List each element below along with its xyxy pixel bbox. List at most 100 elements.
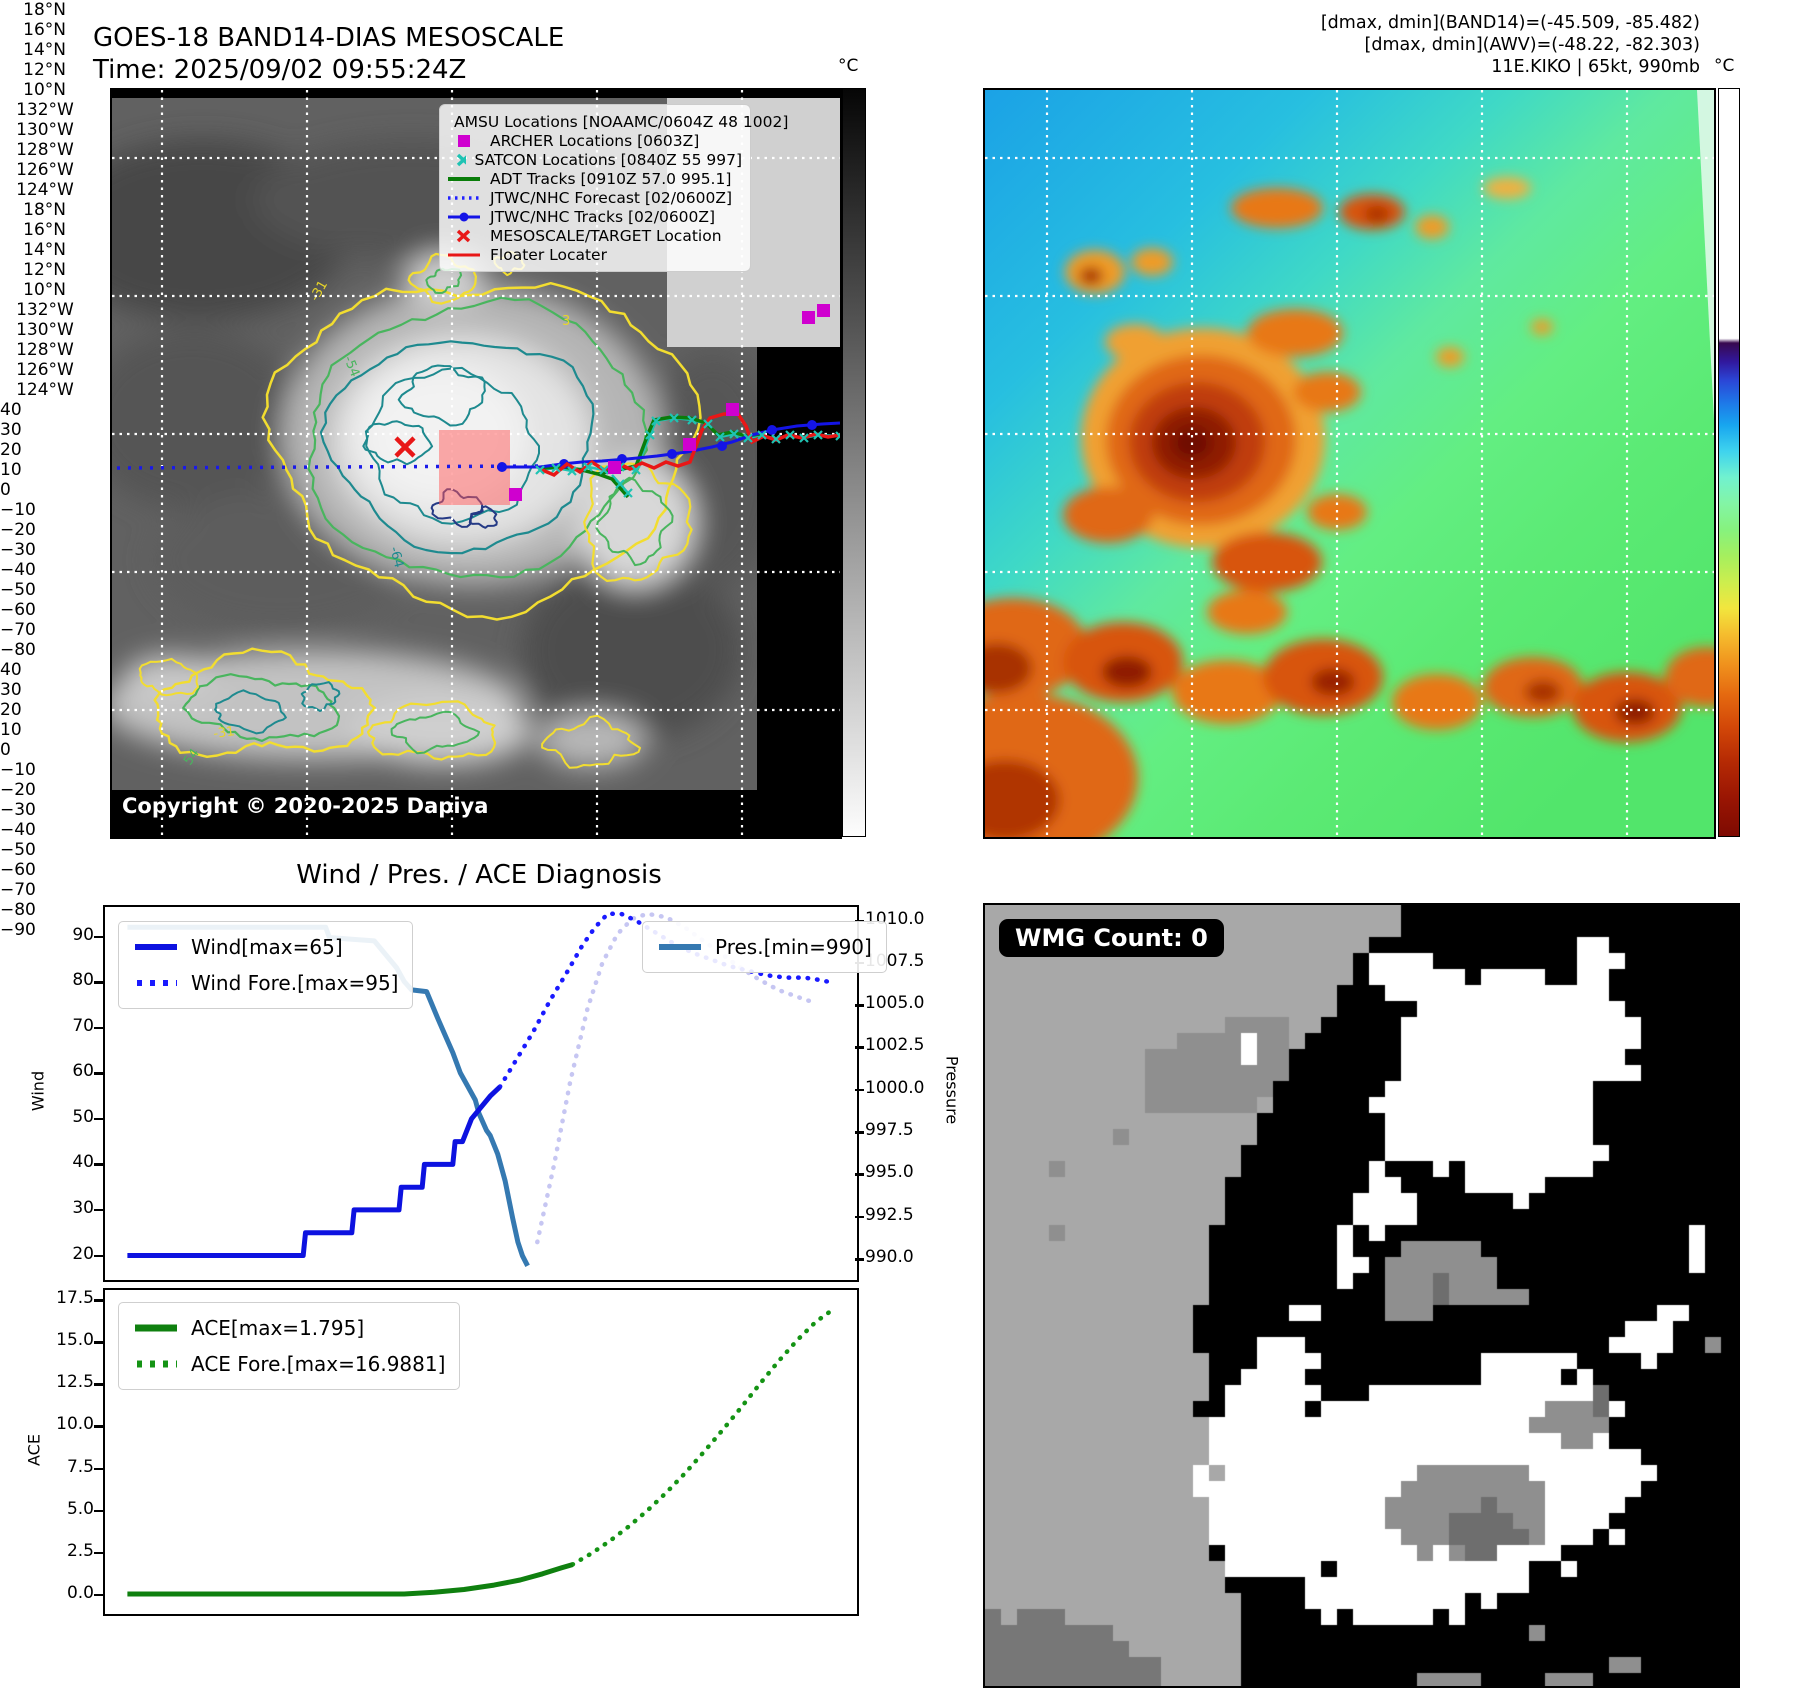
lat-tick-label: 10°N xyxy=(23,280,66,300)
colorbar-tick-label: −40 xyxy=(0,560,36,580)
lat-tick-label: 14°N xyxy=(23,240,66,260)
chart-title: Wind / Pres. / ACE Diagnosis xyxy=(296,860,662,890)
pressure-legend: Pres.[min=990] xyxy=(642,921,887,973)
blue-line-icon xyxy=(135,944,177,950)
y-tick-mark xyxy=(94,1208,103,1212)
y-tick-mark xyxy=(94,1467,103,1471)
y-tick-mark xyxy=(855,1215,864,1219)
colorbar-tick-label: −90 xyxy=(0,920,36,940)
colorbar-tick-label: −30 xyxy=(0,800,36,820)
y-tick-mark xyxy=(94,1509,103,1513)
awv-satellite-map xyxy=(983,88,1716,839)
copyright-text: Copyright © 2020-2025 Dapiya xyxy=(122,794,489,818)
y-tick-label: 0.0 xyxy=(66,1582,94,1603)
colorbar-tick-label: −70 xyxy=(0,620,36,640)
colorbar-tick-label: −60 xyxy=(0,860,36,880)
y-tick-label: 20 xyxy=(72,1243,94,1264)
y-tick-mark xyxy=(94,1593,103,1597)
colorbar-tick-label: 30 xyxy=(0,680,22,700)
y-tick-label: 997.5 xyxy=(865,1120,914,1141)
legend-label: JTWC/NHC Forecast [02/0600Z] xyxy=(490,188,733,207)
y-tick-label: 30 xyxy=(72,1197,94,1218)
magenta-square-icon xyxy=(458,134,470,147)
y-tick-mark xyxy=(94,1425,103,1428)
convection-blobs xyxy=(985,177,1714,837)
band14-satellite-map: -31 -54 -64 3 54 -31 AMSU Locations [NOAAMC/0… xyxy=(110,88,842,839)
ace-legend: ACE[max=1.795] ACE Fore.[max=16.9881] xyxy=(118,1302,461,1390)
y-tick-label: 12.5 xyxy=(56,1372,94,1393)
y-tick-mark xyxy=(94,1163,103,1166)
colorbar-tick-label: −20 xyxy=(0,520,36,540)
y-tick-mark xyxy=(855,1258,864,1261)
lon-tick-label: 128°W xyxy=(16,140,74,160)
storm-id-intensity: 11E.KIKO | 65kt, 990mb xyxy=(1491,57,1700,77)
amsu-location-marker xyxy=(802,311,815,324)
colorbar-tick-label: −50 xyxy=(0,580,36,600)
y-tick-mark xyxy=(855,1131,864,1134)
y-tick-label: 60 xyxy=(72,1061,94,1082)
lon-tick-label: 126°W xyxy=(16,360,74,380)
pressure-axis-label: Pressure xyxy=(942,1055,962,1125)
steelblue-line-icon xyxy=(659,944,701,950)
amsu-location-marker xyxy=(608,461,621,474)
wmg-count-badge: WMG Count: 0 xyxy=(999,919,1224,957)
cyan-x-icon xyxy=(456,153,467,166)
y-tick-mark xyxy=(855,919,864,923)
contour-label: 3 xyxy=(562,314,570,329)
y-tick-label: 15.0 xyxy=(56,1330,94,1351)
lat-tick-label: 12°N xyxy=(23,260,66,280)
y-tick-mark xyxy=(94,1026,103,1030)
dmax-dmin-awv: [dmax, dmin](AWV)=(-48.22, -82.303) xyxy=(1364,35,1700,55)
lon-tick-label: 130°W xyxy=(16,320,74,340)
scan-edge xyxy=(1697,90,1714,420)
colorbar-tick-label: 10 xyxy=(0,720,22,740)
colorbar-tick-label: 40 xyxy=(0,660,22,680)
legend-item-satcon: SATCON Locations [0840Z 55 997] xyxy=(446,150,742,169)
colorbar-unit: °C xyxy=(1714,56,1735,76)
lon-tick-label: 132°W xyxy=(16,100,74,120)
y-tick-mark xyxy=(94,1072,103,1075)
ace-plot-area xyxy=(127,1306,837,1597)
legend-label: MESOSCALE/TARGET Location xyxy=(490,226,722,245)
series-solid xyxy=(127,1562,574,1597)
legend-item-adt: ADT Tracks [0910Z 57.0 995.1] xyxy=(446,169,742,188)
y-tick-label: 995.0 xyxy=(865,1162,914,1183)
amsu-location-marker xyxy=(817,304,830,317)
left-panel-timestamp: Time: 2025/09/02 09:55:24Z xyxy=(93,55,467,85)
y-tick-label: 5.0 xyxy=(66,1498,94,1519)
right-panel-header: [dmax, dmin](BAND14)=(-45.509, -85.482) … xyxy=(740,12,1700,78)
wmg-panel: WMG Count: 0 xyxy=(983,903,1740,1688)
colorbar-tick-label: 10 xyxy=(0,460,22,480)
blue-dotted-line-icon xyxy=(448,195,480,200)
red-line-icon xyxy=(448,253,480,256)
legend-item-jtwc-tracks: JTWC/NHC Tracks [02/0600Z] xyxy=(446,207,742,226)
pressure-legend-item: Pres.[min=990] xyxy=(657,929,872,965)
lon-tick-label: 124°W xyxy=(16,380,74,400)
series-solid xyxy=(127,1085,502,1258)
colorbar-tick-label: 0 xyxy=(0,740,11,760)
y-tick-mark xyxy=(94,1383,103,1386)
map-legend: AMSU Locations [NOAAMC/0604Z 48 1002] AR… xyxy=(439,104,788,272)
y-tick-mark xyxy=(855,1004,864,1007)
colorbar-tick-label: −10 xyxy=(0,500,36,520)
dmax-dmin-band14: [dmax, dmin](BAND14)=(-45.509, -85.482) xyxy=(1320,13,1700,33)
lon-tick-label: 130°W xyxy=(16,120,74,140)
colorbar-tick-label: −10 xyxy=(0,760,36,780)
red-x-icon xyxy=(456,229,471,242)
awv-colorbar xyxy=(1718,88,1740,837)
storm-tracks xyxy=(116,304,840,501)
legend-label: SATCON Locations [0840Z 55 997] xyxy=(474,150,742,169)
wind-legend: Wind[max=65] Wind Fore.[max=95] xyxy=(118,921,414,1009)
blue-dotted-icon xyxy=(137,980,177,986)
legend-item-archer: ARCHER Locations [0603Z] xyxy=(446,131,742,150)
contour-label: -54 xyxy=(340,354,362,379)
mesoscale-target-x xyxy=(394,436,416,458)
colorbar-tick-label: −80 xyxy=(0,640,36,660)
lat-tick-label: 18°N xyxy=(23,0,66,20)
y-tick-mark xyxy=(94,1551,103,1555)
lon-tick-label: 128°W xyxy=(16,340,74,360)
y-tick-label: 17.5 xyxy=(56,1288,94,1309)
legend-label: AMSU Locations [NOAAMC/0604Z 48 1002] xyxy=(454,112,789,131)
y-tick-mark xyxy=(855,1173,864,1176)
